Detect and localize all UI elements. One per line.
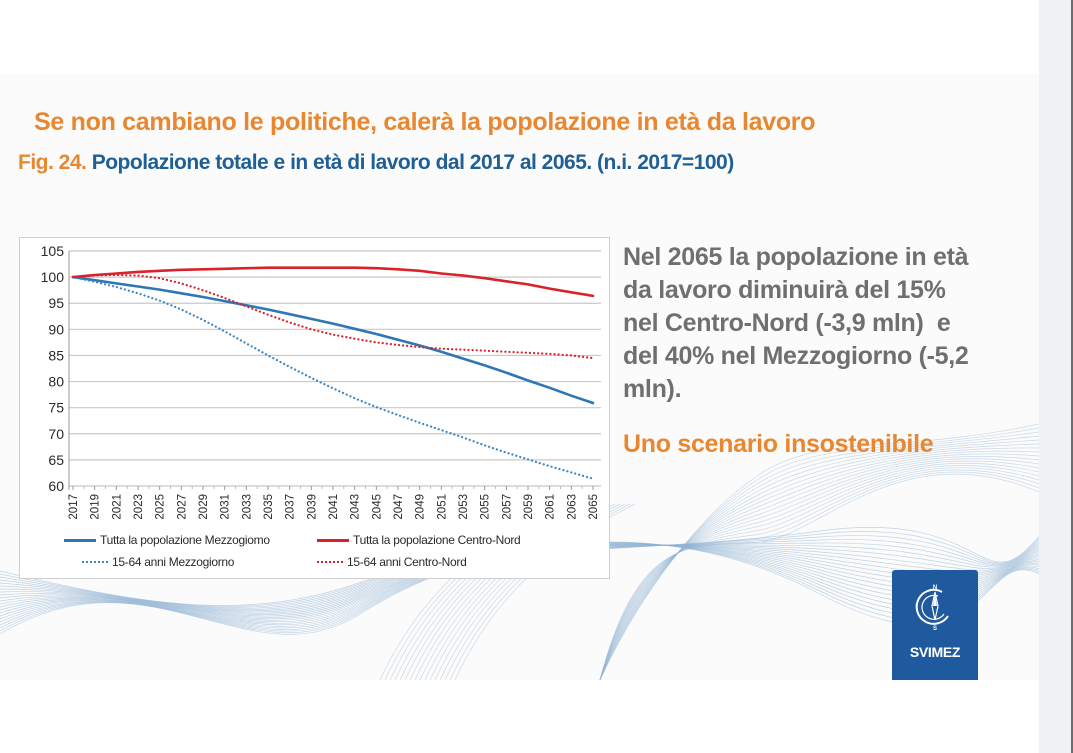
description-line: Nel 2065 la popolazione in età <box>623 243 969 271</box>
legend-label: Tutta la popolazione Centro-Nord <box>353 533 521 547</box>
legend-swatch-solid-blue <box>64 538 96 542</box>
x-tick-label: 2025 <box>155 494 167 520</box>
y-tick-label: 105 <box>41 243 65 259</box>
x-tick-label: 2021 <box>111 494 123 520</box>
x-tick-label: 2053 <box>458 494 470 520</box>
y-tick-label: 60 <box>48 478 64 494</box>
x-tick-label: 2047 <box>393 494 405 520</box>
wave-line <box>599 447 1039 680</box>
x-tick-label: 2041 <box>328 494 340 520</box>
wave-line <box>599 427 1039 680</box>
figure-title: Popolazione totale e in età di lavoro da… <box>91 151 735 174</box>
x-tick-label: 2049 <box>415 494 427 520</box>
x-tick-label: 2051 <box>436 494 448 520</box>
legend-item-mezzogiorno-total: Tutta la popolazione Mezzogiomo <box>64 533 270 547</box>
legend-item-centronord-1564: 15-64 anni Centro-Nord <box>317 555 467 569</box>
wave-line <box>599 439 1039 680</box>
wave-line <box>599 465 1039 680</box>
x-tick-label: 2063 <box>566 494 578 520</box>
y-tick-label: 75 <box>48 400 64 416</box>
wave-line <box>599 462 1039 680</box>
x-tick-label: 2037 <box>285 494 297 520</box>
x-tick-label: 2055 <box>480 494 492 520</box>
wave-line <box>599 458 1039 680</box>
x-tick-label: 2065 <box>588 494 600 520</box>
legend-item-mezzogiorno-1564: 15-64 anni Mezzogiorno <box>82 555 234 569</box>
compass-icon: N S <box>915 585 949 632</box>
description-line: del 40% nel Mezzogiorno (-5,2 <box>623 342 969 370</box>
y-tick-label: 65 <box>48 452 64 468</box>
y-tick-label: 100 <box>41 269 65 285</box>
compass-south: S <box>933 626 937 632</box>
x-tick-label: 2033 <box>241 494 253 520</box>
x-tick-label: 2029 <box>198 494 210 520</box>
figure-number: Fig. 24. <box>18 151 87 174</box>
description-line: da lavoro diminuirà del 15% <box>623 276 946 304</box>
slide-headline: Se non cambiano le politiche, calerà la … <box>34 108 816 136</box>
x-tick-label: 2023 <box>133 494 145 520</box>
side-panel-strip <box>1039 0 1071 753</box>
wave-line <box>599 455 1039 680</box>
x-tick-label: 2031 <box>220 494 232 520</box>
wave-line <box>599 469 1039 680</box>
x-tick-label: 2059 <box>523 494 535 520</box>
wave-line <box>599 467 1039 680</box>
x-tick-label: 2035 <box>263 494 275 520</box>
wave-line <box>599 460 1039 680</box>
y-tick-label: 90 <box>48 321 64 337</box>
x-tick-label: 2045 <box>371 494 383 520</box>
figure-caption: Fig. 24. Popolazione totale e in età di … <box>18 151 734 175</box>
x-tick-label: 2043 <box>350 494 362 520</box>
y-tick-label: 85 <box>48 347 64 363</box>
legend-label: Tutta la popolazione Mezzogiomo <box>100 533 270 547</box>
x-tick-label: 2057 <box>501 494 513 520</box>
x-tick-label: 2039 <box>306 494 318 520</box>
wave-line <box>599 471 1039 680</box>
description-text: Nel 2065 la popolazione in età da lavoro… <box>623 241 1033 406</box>
x-tick-label: 2027 <box>176 494 188 520</box>
svimez-logo: N S SVIMEZ <box>892 570 978 680</box>
legend-label: 15-64 anni Centro-Nord <box>347 555 467 569</box>
line-chart: 60 65 70 75 80 85 90 95 100 105 2017 2019 2021 2023 20… <box>41 243 601 520</box>
wave-line <box>599 435 1039 680</box>
x-tick-label: 2017 <box>68 494 80 520</box>
series-line-0 <box>71 275 595 405</box>
description-accent: Uno scenario insostenibile <box>623 430 934 458</box>
legend-swatch-solid-red <box>317 538 349 542</box>
wave-line <box>599 453 1039 680</box>
wave-line <box>599 443 1039 680</box>
wave-line <box>599 473 1039 680</box>
series-line-3 <box>71 273 595 360</box>
legend-swatch-dotted-red <box>317 561 343 563</box>
x-tick-label: 2061 <box>545 494 557 520</box>
description-line: mln). <box>623 375 682 403</box>
legend-label: 15-64 anni Mezzogiorno <box>112 555 235 569</box>
legend-item-centronord-total: Tutta la popolazione Centro-Nord <box>317 533 521 547</box>
side-panel-edge <box>1071 0 1073 753</box>
compass-north: N <box>933 585 937 591</box>
series-line-1 <box>71 266 595 298</box>
y-tick-label: 95 <box>48 295 64 311</box>
wave-line <box>599 431 1039 680</box>
y-tick-label: 70 <box>48 426 64 442</box>
wave-line <box>599 450 1039 680</box>
logo-text: SVIMEZ <box>909 644 961 660</box>
wave-line <box>599 423 1039 680</box>
description-line: nel Centro-Nord (-3,9 mln) e <box>623 309 951 337</box>
legend-swatch-dotted-blue <box>82 561 108 563</box>
series-line-2 <box>71 275 595 480</box>
x-tick-label: 2019 <box>90 494 102 520</box>
y-tick-label: 80 <box>48 374 64 390</box>
chart-container: 60 65 70 75 80 85 90 95 100 105 2017 2019 2021 2023 20… <box>19 237 610 579</box>
